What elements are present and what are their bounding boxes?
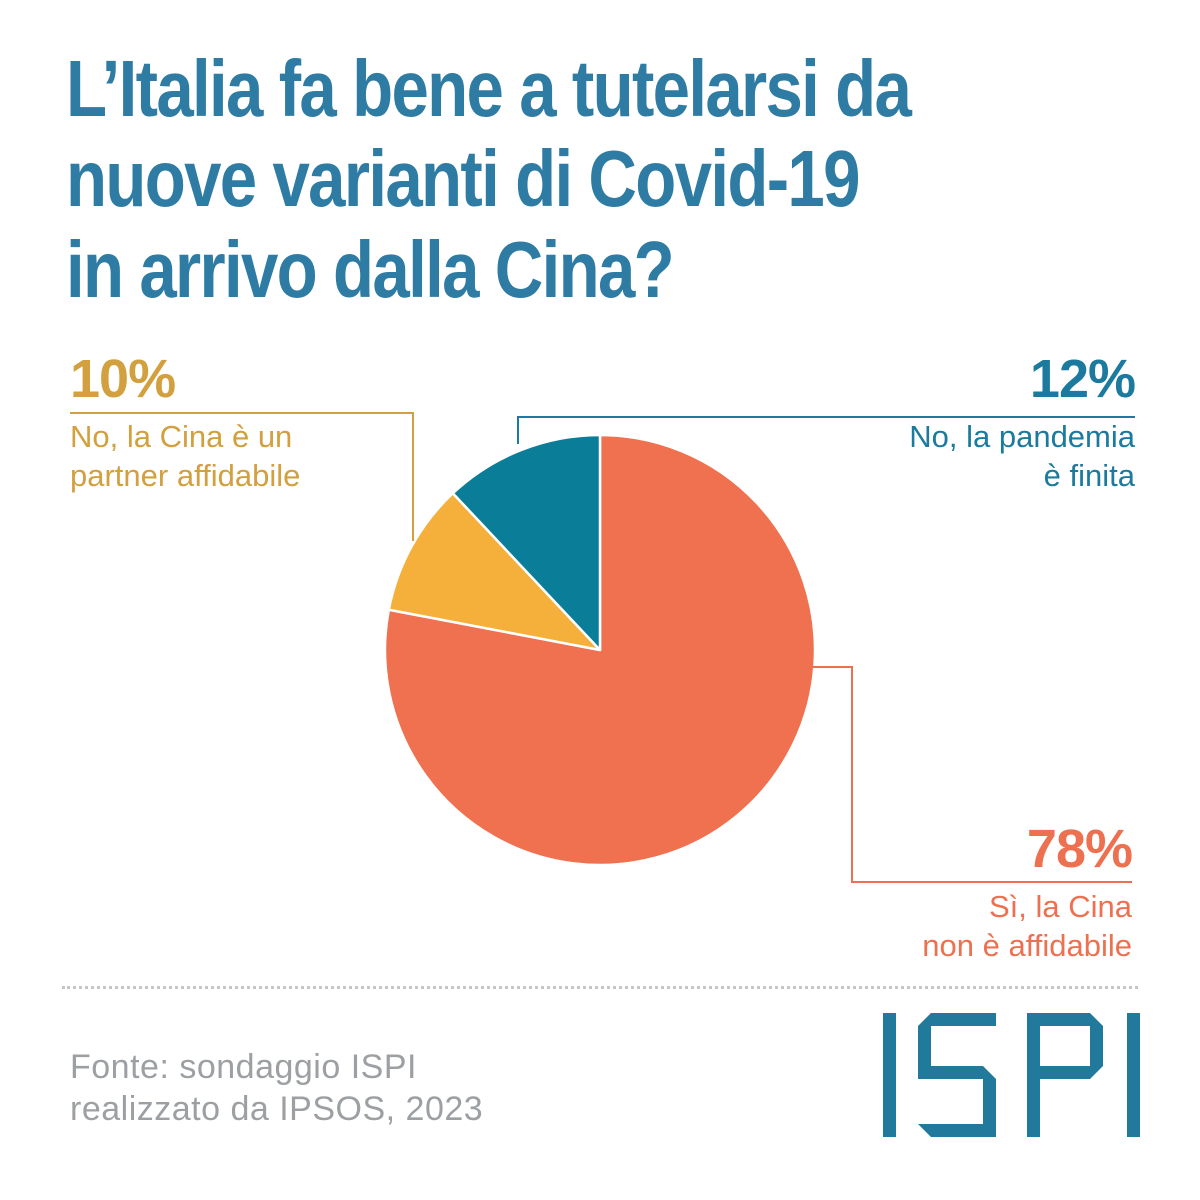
dotted-divider (62, 986, 1138, 989)
callout-partner-pct: 10% (70, 349, 176, 409)
callout-affidabile-pct: 78% (1026, 819, 1133, 879)
page-title: L’Italia fa bene a tutelarsi da nuove va… (66, 44, 912, 314)
callout-affidabile-label: Sì, la Cina non è affidabile (922, 889, 1132, 963)
callout-partner: 10% No, la Cina è un partner affidabile (70, 350, 430, 495)
callout-line-affidabile-icon (813, 666, 1132, 883)
pie-slice (451, 433, 602, 652)
pie-slice (387, 492, 602, 652)
ispi-logo (883, 1013, 1140, 1137)
callout-partner-label: No, la Cina è un partner affidabile (70, 419, 301, 493)
callout-line-pandemia-icon (517, 416, 1135, 444)
pie-slices (383, 433, 817, 867)
callout-pandemia: 12% No, la pandemia è finita (775, 349, 1136, 495)
callout-affidabile: 78% Sì, la Cina non è affidabile (772, 819, 1133, 965)
callout-pandemia-label: No, la pandemia è finita (909, 419, 1135, 493)
ispi-logo-letters-icon (883, 1013, 1140, 1137)
callout-pandemia-pct: 12% (1029, 349, 1136, 409)
source-note: Fonte: sondaggio ISPI realizzato da IPSO… (70, 1048, 484, 1128)
callout-line-partner-icon (70, 412, 414, 541)
